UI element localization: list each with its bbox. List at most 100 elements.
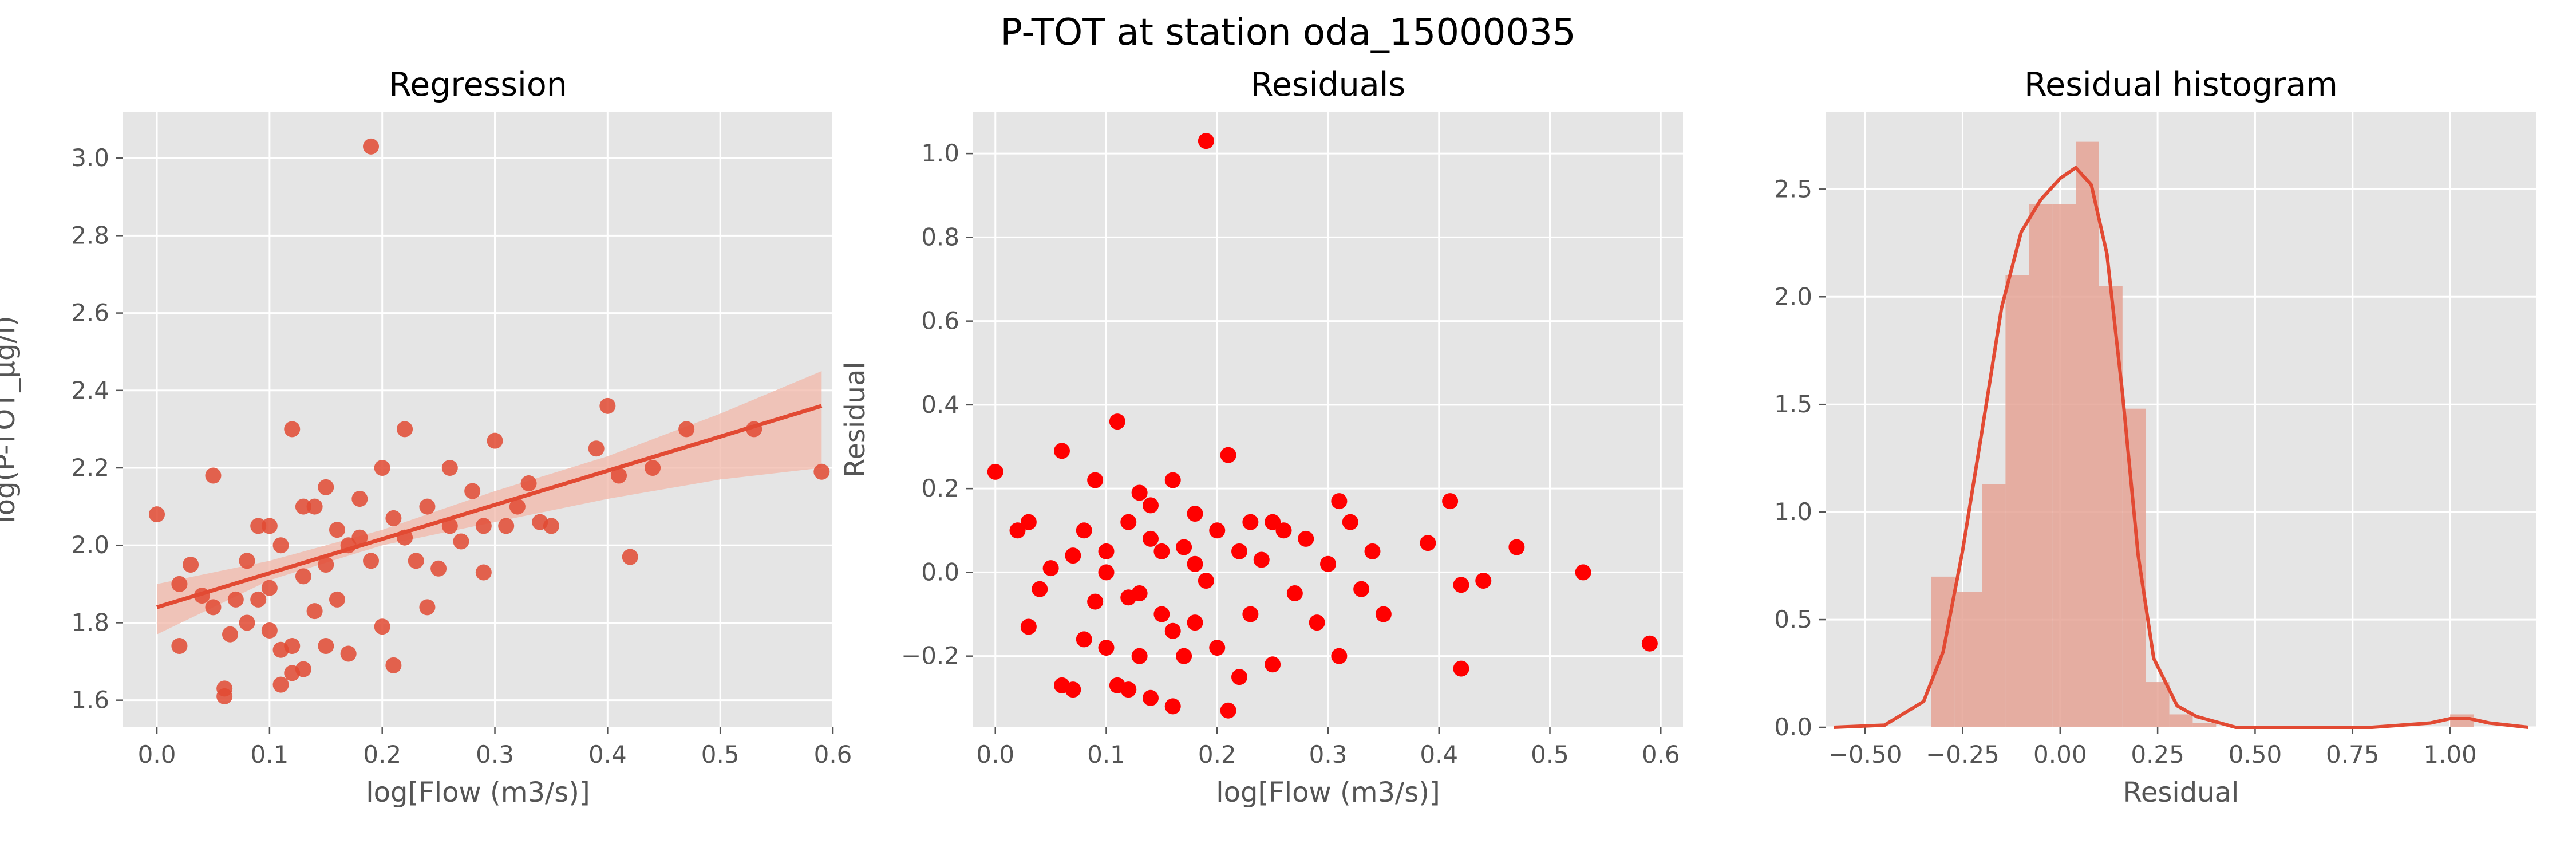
data-point — [498, 518, 515, 534]
residual-point — [1187, 555, 1203, 572]
data-point — [520, 475, 537, 492]
residual-point — [1065, 547, 1081, 564]
residual-point — [1098, 564, 1115, 581]
data-point — [588, 440, 605, 457]
residual-point — [1198, 133, 1214, 149]
residual-point — [1641, 635, 1658, 652]
residual-point — [1242, 606, 1259, 622]
residual-point — [1298, 530, 1314, 547]
confidence-band — [157, 371, 822, 635]
residual-point — [1331, 648, 1348, 664]
x-tick-label: 0.2 — [363, 740, 401, 769]
residual-point — [1442, 493, 1459, 510]
figure-suptitle: P-TOT at station oda_15000035 — [1000, 11, 1575, 54]
x-tick-label: −0.50 — [1828, 740, 1902, 769]
residual-point — [1420, 535, 1436, 551]
data-point — [239, 553, 255, 569]
histogram-bar — [2192, 723, 2217, 727]
residual-point — [1220, 447, 1236, 463]
data-point — [453, 533, 469, 550]
residual-point — [1153, 606, 1170, 622]
x-axis-label: log[Flow (m3/s)] — [366, 777, 590, 809]
subplot-2: 0.0 0.1 0.2 0.3 0.4 0.5 0.6 −0.2 0.0 0.2 0.4 0.6 0.8… — [839, 66, 1683, 809]
subplot-title: Regression — [389, 66, 567, 104]
data-point — [645, 460, 661, 476]
data-point — [441, 518, 458, 534]
data-point — [261, 518, 278, 534]
histogram-bar — [2076, 141, 2099, 727]
residual-point — [1120, 514, 1137, 530]
y-tick-label: 2.5 — [1774, 175, 1812, 203]
data-point — [385, 510, 402, 526]
data-point — [222, 626, 238, 643]
data-point — [351, 491, 368, 507]
data-point — [385, 657, 402, 673]
x-tick-label: −0.25 — [1926, 740, 2000, 769]
x-axis-label: Residual — [2123, 777, 2239, 809]
residual-point — [1009, 522, 1026, 539]
histogram-bar — [2169, 714, 2193, 727]
y-tick-label: 2.8 — [71, 221, 109, 249]
residual-point — [1342, 514, 1358, 530]
data-point — [351, 529, 368, 546]
histogram-bar — [1982, 484, 2006, 727]
data-point — [205, 467, 222, 484]
data-point — [363, 553, 380, 569]
data-point — [340, 645, 357, 662]
subplot-3: −0.50 −0.25 0.00 0.25 0.50 0.75 1.00 0.0 0.5 1.0 1… — [1774, 66, 2536, 809]
y-tick-label: 0.5 — [1774, 605, 1812, 633]
kde-curve — [1834, 165, 2528, 729]
histogram-bar — [2052, 204, 2076, 728]
data-point — [295, 498, 311, 515]
data-point — [678, 421, 695, 438]
residual-point — [1176, 648, 1192, 664]
data-point — [464, 483, 481, 499]
data-point — [250, 591, 267, 608]
data-point — [295, 568, 311, 585]
residual-point — [1164, 622, 1181, 639]
residual-point — [1109, 413, 1125, 430]
x-tick-label: 0.6 — [814, 740, 852, 769]
residual-point — [1164, 472, 1181, 488]
residual-point — [1187, 506, 1203, 522]
data-point — [272, 537, 289, 554]
x-axis-label: log[Flow (m3/s)] — [1216, 777, 1440, 809]
residual-point — [1176, 539, 1192, 555]
residual-point — [1508, 539, 1525, 555]
data-point — [183, 557, 199, 573]
residual-point — [1076, 631, 1092, 648]
residual-point — [1143, 497, 1159, 514]
y-tick-label: 0.0 — [1774, 713, 1812, 741]
x-tick-label: 0.4 — [1420, 740, 1458, 769]
x-tick-label: 0.1 — [1087, 740, 1125, 769]
residual-point — [1353, 581, 1370, 597]
data-point — [261, 580, 278, 596]
y-tick-label: 0.2 — [921, 474, 959, 502]
data-point — [261, 622, 278, 639]
data-point — [284, 638, 301, 655]
residual-point — [1187, 614, 1203, 631]
residual-point — [1231, 669, 1247, 685]
x-tick-label: 0.3 — [476, 740, 514, 769]
subplots: 0.0 0.1 0.2 0.3 0.4 0.5 0.6 1.6 1.8 2.0 2.2 2.4 2.6 2… — [0, 66, 2536, 809]
y-tick-label: 2.0 — [1774, 282, 1812, 310]
data-point — [622, 549, 638, 565]
residual-point — [1120, 589, 1137, 606]
histogram-bar — [1954, 592, 1982, 727]
y-tick-label: 1.6 — [71, 686, 109, 714]
residual-point — [1331, 493, 1348, 510]
data-point — [306, 498, 323, 515]
residual-point — [1020, 618, 1037, 635]
residual-point — [1575, 564, 1591, 581]
subplot-title: Residuals — [1251, 66, 1405, 104]
x-tick-label: 0.5 — [701, 740, 740, 769]
residual-point — [1253, 551, 1270, 568]
data-point — [149, 506, 165, 523]
residual-point — [1475, 573, 1492, 589]
subplot-title: Residual histogram — [2024, 66, 2338, 104]
data-point — [284, 421, 301, 438]
data-point — [813, 463, 830, 480]
subplot-1: 0.0 0.1 0.2 0.3 0.4 0.5 0.6 1.6 1.8 2.0 2.2 2.4 2.6 2… — [0, 66, 852, 809]
data-point — [329, 591, 345, 608]
